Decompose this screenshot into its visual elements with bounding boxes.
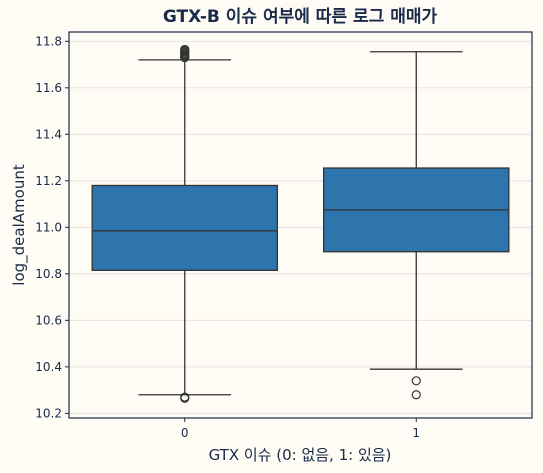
box-group-1 xyxy=(322,51,510,400)
box-group-0 xyxy=(91,44,278,403)
y-tick-label: 10.2 xyxy=(35,406,62,420)
y-tick-label: 11.8 xyxy=(35,34,62,48)
plot-frame xyxy=(68,31,533,419)
chart-title: GTX-B 이슈 여부에 따른 로그 매매가 xyxy=(163,7,438,27)
outlier-point xyxy=(180,392,190,402)
x-axis-label: GTX 이슈 (0: 없음, 1: 있음) xyxy=(209,446,392,464)
y-tick-label: 10.6 xyxy=(35,313,62,327)
outlier-point xyxy=(411,390,421,400)
box-iqr xyxy=(91,184,278,271)
y-axis-label: log_dealAmount xyxy=(10,164,29,286)
outlier-point xyxy=(411,376,421,386)
y-tick-label: 11.6 xyxy=(35,81,62,95)
y-tick-label: 11.2 xyxy=(35,174,62,188)
y-tick-label: 10.8 xyxy=(35,267,62,281)
y-axis-ticks: 10.2 10.4 10.6 10.8 11.0 11.2 11.4 11.6 11.8 xyxy=(35,34,69,420)
y-tick-label: 11.0 xyxy=(35,220,62,234)
y-tick-label: 10.4 xyxy=(35,360,62,374)
boxes-layer xyxy=(91,44,510,403)
y-tick-label: 11.4 xyxy=(35,127,62,141)
outlier-point xyxy=(180,44,190,55)
x-tick-label: 1 xyxy=(412,426,420,440)
x-tick-label: 0 xyxy=(181,426,189,440)
